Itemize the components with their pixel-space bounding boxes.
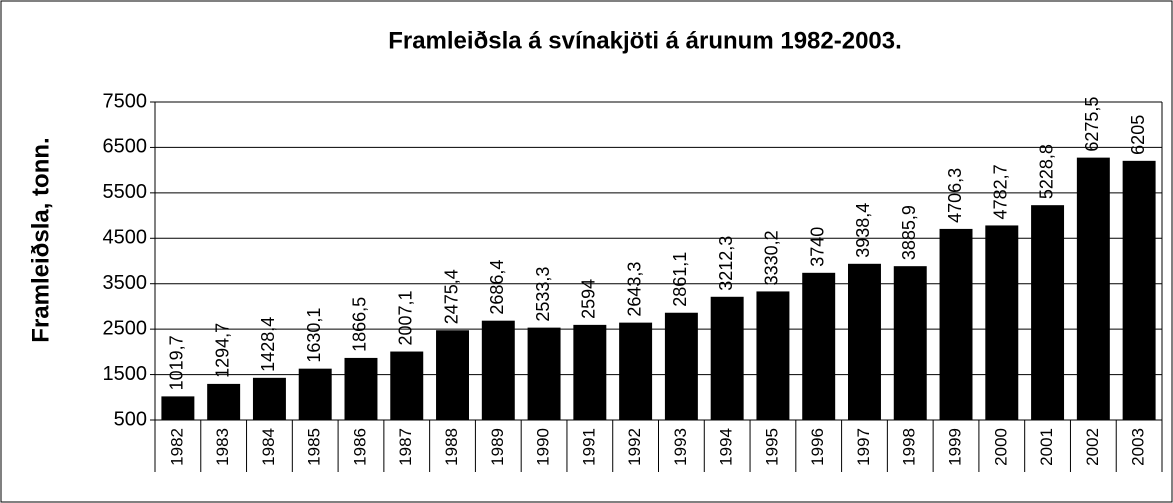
x-tick-label: 1988 xyxy=(442,428,461,466)
bar xyxy=(252,377,286,420)
bar xyxy=(390,351,424,420)
x-tick-label: 1999 xyxy=(946,428,965,466)
x-tick-label: 1995 xyxy=(762,428,781,466)
y-tick-label: 7500 xyxy=(103,90,148,112)
value-label: 3212,3 xyxy=(716,236,736,291)
y-tick-label: 5500 xyxy=(103,181,148,203)
bar xyxy=(527,327,561,420)
x-tick-label: 1983 xyxy=(213,428,232,466)
y-tick-label: 1500 xyxy=(103,363,148,385)
value-label: 3885,9 xyxy=(899,205,919,260)
y-tick-label: 4500 xyxy=(103,227,148,249)
x-tick-label: 1985 xyxy=(305,428,324,466)
bar xyxy=(893,266,927,420)
bar xyxy=(1076,157,1110,420)
value-label: 1866,5 xyxy=(350,297,370,352)
x-tick-label: 1993 xyxy=(671,428,690,466)
value-label: 2861,1 xyxy=(670,252,690,307)
bar xyxy=(436,330,470,420)
bar xyxy=(207,383,241,420)
bar xyxy=(664,312,698,420)
x-tick-label: 1996 xyxy=(808,428,827,466)
bar xyxy=(481,320,515,420)
bar xyxy=(710,296,744,420)
value-label: 2475,4 xyxy=(441,269,461,324)
value-label: 4782,7 xyxy=(991,164,1011,219)
x-tick-label: 2003 xyxy=(1129,428,1148,466)
x-tick-label: 2002 xyxy=(1083,428,1102,466)
x-tick-label: 1997 xyxy=(854,428,873,466)
x-tick-label: 1984 xyxy=(259,428,278,466)
bar xyxy=(756,291,790,420)
value-label: 6275,5 xyxy=(1082,97,1102,152)
value-label: 1019,7 xyxy=(167,335,187,390)
x-tick-label: 2000 xyxy=(991,428,1010,466)
value-label: 2643,3 xyxy=(624,262,644,317)
bar xyxy=(573,324,607,420)
x-tick-label: 2001 xyxy=(1037,428,1056,466)
value-label: 3330,2 xyxy=(762,230,782,285)
bar xyxy=(344,357,378,420)
x-tick-label: 1991 xyxy=(579,428,598,466)
x-tick-label: 1990 xyxy=(534,428,553,466)
x-tick-label: 1982 xyxy=(167,428,186,466)
x-tick-label: 1989 xyxy=(488,428,507,466)
y-tick-label: 2500 xyxy=(103,317,148,339)
x-tick-label: 1994 xyxy=(717,428,736,466)
bar xyxy=(802,272,836,420)
x-tick-label: 1987 xyxy=(396,428,415,466)
value-label: 3938,4 xyxy=(853,203,873,258)
chart-title: Framleiðsla á svínakjöti á árunum 1982-2… xyxy=(388,27,902,54)
bar xyxy=(1122,160,1156,420)
value-label: 5228,8 xyxy=(1036,144,1056,199)
x-tick-label: 1986 xyxy=(350,428,369,466)
value-label: 2594 xyxy=(579,279,599,319)
bar xyxy=(939,228,973,420)
bar xyxy=(1031,205,1065,420)
y-tick-label: 500 xyxy=(114,408,147,430)
value-label: 2533,3 xyxy=(533,267,553,322)
value-label: 6205 xyxy=(1128,115,1148,155)
value-label: 2686,4 xyxy=(487,260,507,315)
value-label: 2007,1 xyxy=(396,290,416,345)
x-tick-label: 1998 xyxy=(900,428,919,466)
y-tick-label: 6500 xyxy=(103,136,148,158)
y-tick-label: 3500 xyxy=(103,272,148,294)
value-label: 1630,1 xyxy=(304,308,324,363)
bar xyxy=(847,263,881,420)
bar xyxy=(161,396,195,420)
bar xyxy=(298,368,332,420)
value-label: 3740 xyxy=(807,227,827,267)
bar xyxy=(985,225,1019,420)
value-label: 1428,4 xyxy=(258,317,278,372)
y-axis-label: Framleiðsla, tonn. xyxy=(27,137,54,342)
value-label: 4706,3 xyxy=(945,168,965,223)
value-label: 1294,7 xyxy=(212,323,232,378)
x-tick-label: 1992 xyxy=(625,428,644,466)
bar xyxy=(619,322,653,420)
